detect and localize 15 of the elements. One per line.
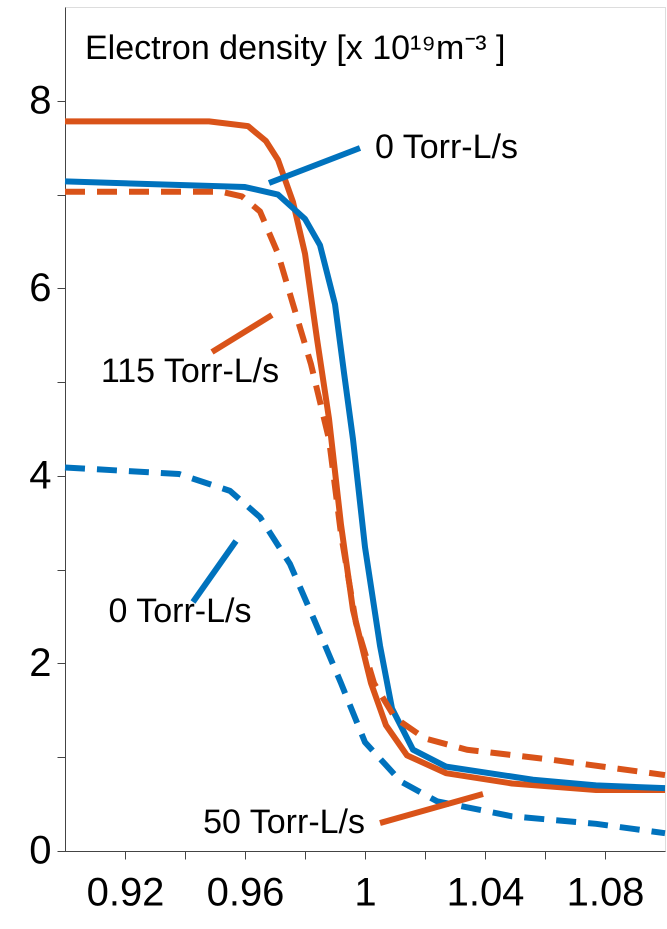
x-tick-label: 1.04	[446, 870, 524, 914]
x-tick-label: 0.96	[206, 870, 284, 914]
text: Electron density [x 10¹⁹m⁻³ ]	[85, 29, 506, 67]
x-tick-label: 1.08	[566, 870, 644, 914]
y-tick-label: 6	[29, 266, 52, 310]
x-tick-label: 0.92	[86, 870, 164, 914]
y-tick-label: 8	[29, 78, 52, 122]
y-tick-label: 2	[29, 640, 52, 685]
y-tick-label: 0	[29, 828, 52, 872]
annotation: 115 Torr-L/s	[100, 352, 280, 390]
x-tick-label: 1	[354, 870, 377, 914]
annotation: 50 Torr-L/s	[203, 803, 365, 841]
annotation: 0 Torr-L/s	[375, 128, 518, 166]
annotation: 0 Torr-L/s	[108, 592, 252, 630]
y-tick-label: 4	[29, 453, 52, 498]
